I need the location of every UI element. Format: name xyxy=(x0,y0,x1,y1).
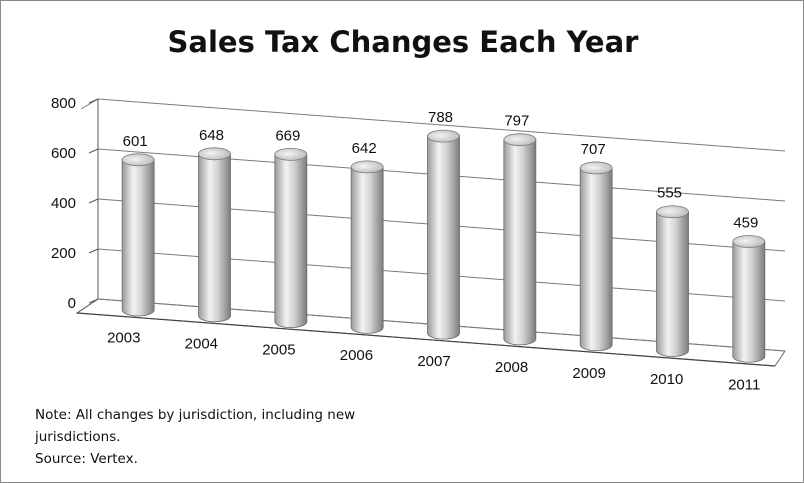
x-tick-label: 2006 xyxy=(340,347,373,364)
data-label: 601 xyxy=(123,133,148,150)
x-tick-label: 2008 xyxy=(495,359,528,376)
bar xyxy=(427,129,460,340)
y-tick-label: 200 xyxy=(51,245,76,262)
bars: 601 648 669 642 788 797 707 555 459 xyxy=(121,109,766,363)
x-tick-label: 2003 xyxy=(107,330,140,347)
y-tick-label: 0 xyxy=(68,295,76,312)
bar xyxy=(656,205,689,357)
y-tick-label: 400 xyxy=(51,195,76,212)
x-tick-label: 2011 xyxy=(728,377,760,394)
footnote-source: Source: Vertex. xyxy=(35,451,138,467)
bar xyxy=(732,235,766,363)
x-tick-label: 2009 xyxy=(572,365,605,382)
y-tick-label: 600 xyxy=(51,145,76,162)
y-axis-ticks: 0 200 400 600 800 xyxy=(51,95,76,312)
x-axis-ticks: 2003 2004 2005 2006 2007 2008 2009 2010 2011 xyxy=(107,330,760,394)
x-tick-label: 2007 xyxy=(417,353,450,370)
data-label: 642 xyxy=(352,140,377,157)
bar xyxy=(274,147,308,328)
data-label: 669 xyxy=(275,127,300,144)
data-label: 648 xyxy=(199,127,224,144)
bar xyxy=(121,153,155,317)
data-label: 707 xyxy=(581,141,606,158)
x-tick-label: 2005 xyxy=(262,341,295,358)
bar xyxy=(579,161,613,352)
footnote-line-2: jurisdictions. xyxy=(34,429,121,445)
data-label: 797 xyxy=(504,113,529,130)
footnote-line-1: Note: All changes by jurisdiction, inclu… xyxy=(35,407,355,423)
data-label: 788 xyxy=(428,109,453,126)
chart-title: Sales Tax Changes Each Year xyxy=(168,25,640,59)
x-tick-label: 2010 xyxy=(650,371,683,388)
bar xyxy=(503,133,537,346)
y-tick-label: 800 xyxy=(51,95,76,112)
x-tick-label: 2004 xyxy=(185,335,218,352)
bar xyxy=(350,160,384,334)
gridline xyxy=(97,98,786,152)
data-label: 459 xyxy=(733,215,758,232)
bar xyxy=(198,147,231,323)
data-label: 555 xyxy=(657,185,682,202)
